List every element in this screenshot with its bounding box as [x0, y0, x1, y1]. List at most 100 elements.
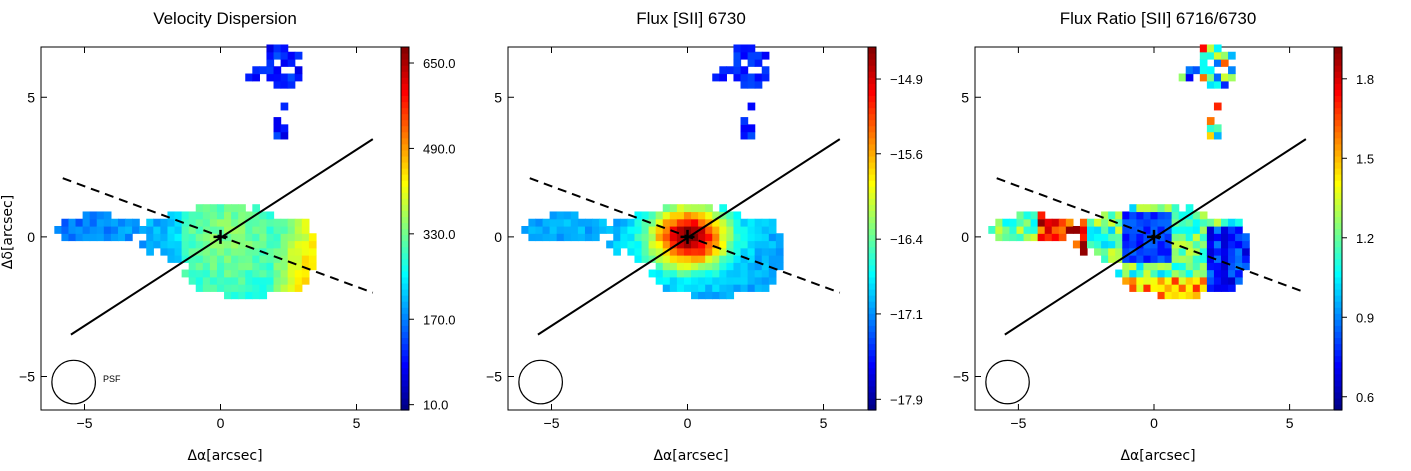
heatmap-cell [1185, 225, 1194, 234]
heatmap-cell [1164, 218, 1173, 227]
x-tick-label: 0 [217, 415, 225, 431]
heatmap-cell [202, 240, 211, 249]
psf-circle [51, 359, 96, 405]
heatmap-cell [280, 262, 289, 271]
colorbar-segment [401, 155, 409, 163]
colorbar-segment [1334, 83, 1342, 90]
colorbar-segment [401, 143, 409, 151]
heatmap-cell [202, 262, 211, 271]
heatmap-cell [1023, 211, 1032, 220]
heatmap-cell [1044, 225, 1053, 234]
heatmap-cell [1220, 225, 1229, 234]
heatmap-cell [1108, 233, 1116, 242]
colorbar-segment [1334, 149, 1342, 157]
heatmap-cell [216, 276, 225, 285]
colorbar-segment [1334, 295, 1342, 302]
heatmap-cell [252, 247, 260, 256]
heatmap-cell [224, 240, 232, 249]
heatmap-cell [202, 233, 211, 242]
heatmap-cell [733, 73, 742, 82]
heatmap-cell [1058, 218, 1067, 227]
heatmap-cell [280, 131, 289, 140]
heatmap-cell [287, 284, 296, 292]
axis-ticks: −5 0 5 −5 0 5 [953, 47, 1294, 431]
heatmap-cell [224, 291, 232, 300]
colorbar-segment [868, 295, 876, 302]
heatmap-cell [1016, 218, 1025, 227]
colorbar-segment [868, 198, 876, 205]
heatmap-cell [754, 240, 763, 249]
heatmap-cell [1101, 211, 1109, 220]
heatmap-cell [266, 218, 275, 227]
heatmap-cell [1009, 233, 1018, 242]
heatmap-cell [691, 247, 699, 256]
heatmap-cell [1199, 247, 1208, 256]
heatmap-cell [733, 247, 742, 256]
heatmap-cell [1108, 225, 1116, 234]
heatmap-cell [1220, 255, 1229, 263]
heatmap-cell [726, 284, 735, 292]
heatmap-cell [1185, 233, 1194, 242]
heatmap-cell [174, 240, 183, 249]
colorbar-segment [1334, 59, 1342, 66]
heatmap-cell [1136, 218, 1145, 227]
heatmap-cell [1206, 269, 1215, 278]
colorbar-tick-label: 1.5 [1356, 151, 1374, 166]
heatmap-cell [75, 218, 84, 227]
heatmap-cell [995, 225, 1003, 234]
heatmap-cell [1129, 233, 1137, 242]
heatmap-cell [705, 262, 713, 271]
heatmap-cell [1171, 284, 1180, 292]
heatmap-cell [110, 233, 119, 242]
heatmap-cell [719, 291, 727, 300]
heatmap-cell [252, 240, 260, 249]
heatmap-cell [754, 247, 763, 256]
heatmap-cell [669, 269, 678, 278]
colorbar-segment [401, 168, 409, 175]
heatmap-cell [231, 284, 239, 292]
heatmap-cell [1143, 225, 1152, 234]
heatmap-cell [1235, 276, 1243, 285]
heatmap-cell [1171, 276, 1180, 285]
heatmap-cell [1044, 233, 1053, 242]
heatmap-cell [1213, 131, 1222, 140]
heatmap-cell [89, 211, 98, 220]
heatmap-cell [740, 269, 749, 278]
heatmap-cell [1122, 247, 1130, 256]
heatmap-cell [1143, 204, 1152, 213]
heatmap-cell [1235, 262, 1243, 271]
heatmap-cell [662, 240, 671, 249]
colorbar-segment [401, 349, 409, 357]
colorbar-segment [1334, 349, 1342, 357]
colorbar-segment [1334, 258, 1342, 266]
heatmap-cell [775, 247, 784, 256]
heatmap-cell [1122, 276, 1130, 285]
heatmap-cell [266, 247, 275, 256]
heatmap-cell [655, 211, 664, 220]
heatmap-cell [252, 276, 260, 285]
colorbar-segment [868, 53, 876, 60]
heatmap-cell [1079, 218, 1088, 227]
x-tick-label: −5 [77, 415, 93, 431]
heatmap-cell [549, 211, 558, 220]
heatmap-cell [655, 233, 664, 242]
heatmap-cell [761, 240, 770, 249]
heatmap-cell [740, 255, 749, 263]
heatmap-cell [125, 233, 133, 242]
heatmap-cell [252, 233, 260, 242]
heatmap-cell [1115, 211, 1123, 220]
colorbar-segment [1334, 192, 1342, 199]
heatmap-cell [754, 255, 763, 263]
heatmap-cell [705, 204, 713, 213]
colorbar-segment [401, 301, 409, 308]
heatmap-cell [1157, 269, 1166, 278]
heatmap-cell [1136, 262, 1145, 271]
heatmap-cell [549, 225, 558, 234]
heatmap-cell [726, 291, 735, 300]
heatmap-cell [648, 247, 657, 256]
heatmap-cell [1030, 218, 1039, 227]
heatmap-cell [96, 225, 105, 234]
heatmap-cell [698, 218, 706, 227]
colorbar: 0.6 0.9 1.2 1.5 1.8 [1333, 46, 1374, 411]
heatmap-cell [238, 291, 246, 300]
